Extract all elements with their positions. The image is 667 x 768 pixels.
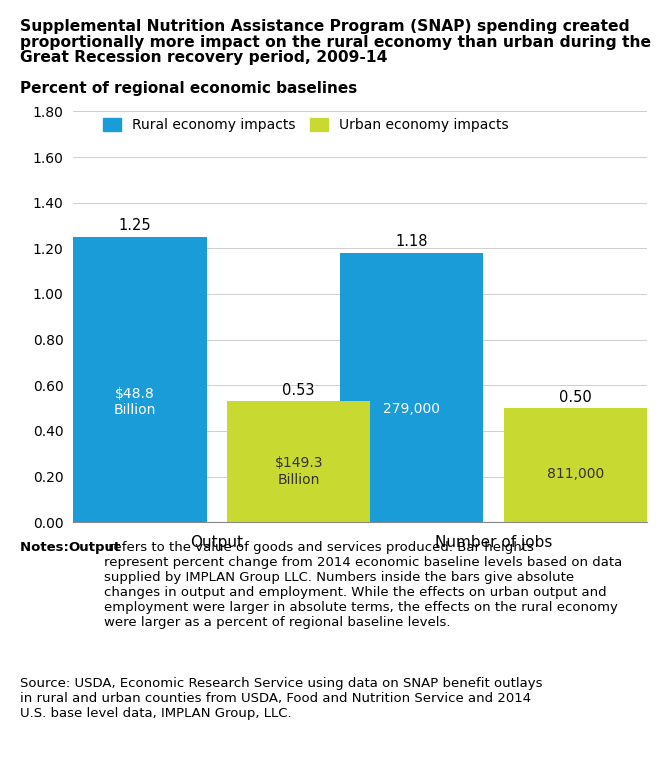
Text: 0.50: 0.50 [559,389,592,405]
Text: 0.53: 0.53 [282,382,315,398]
Text: 1.25: 1.25 [119,218,151,233]
Text: $149.3
Billion: $149.3 Billion [275,456,323,486]
Text: refers to the value of goods and services produced. Bar heights
represent percen: refers to the value of goods and service… [104,541,622,630]
Text: Percent of regional economic baselines: Percent of regional economic baselines [20,81,358,96]
Text: Output: Output [69,541,121,554]
Bar [340,253,483,522]
Text: 811,000: 811,000 [547,467,604,482]
Text: Supplemental Nutrition Assistance Program (SNAP) spending created: Supplemental Nutrition Assistance Progra… [20,19,630,35]
Bar [227,401,370,522]
Text: 279,000: 279,000 [383,402,440,416]
Text: Source: USDA, Economic Research Service using data on SNAP benefit outlays
in ru: Source: USDA, Economic Research Service … [20,677,542,720]
Text: proportionally more impact on the rural economy than urban during the: proportionally more impact on the rural … [20,35,651,50]
Bar [63,237,207,522]
Text: $48.8
Billion: $48.8 Billion [113,387,156,418]
Text: Notes:: Notes: [20,541,73,554]
Text: Great Recession recovery period, 2009-14: Great Recession recovery period, 2009-14 [20,50,388,65]
Text: 1.18: 1.18 [395,234,428,250]
Legend: Rural economy impacts, Urban economy impacts: Rural economy impacts, Urban economy imp… [103,118,509,132]
Bar [504,408,647,522]
